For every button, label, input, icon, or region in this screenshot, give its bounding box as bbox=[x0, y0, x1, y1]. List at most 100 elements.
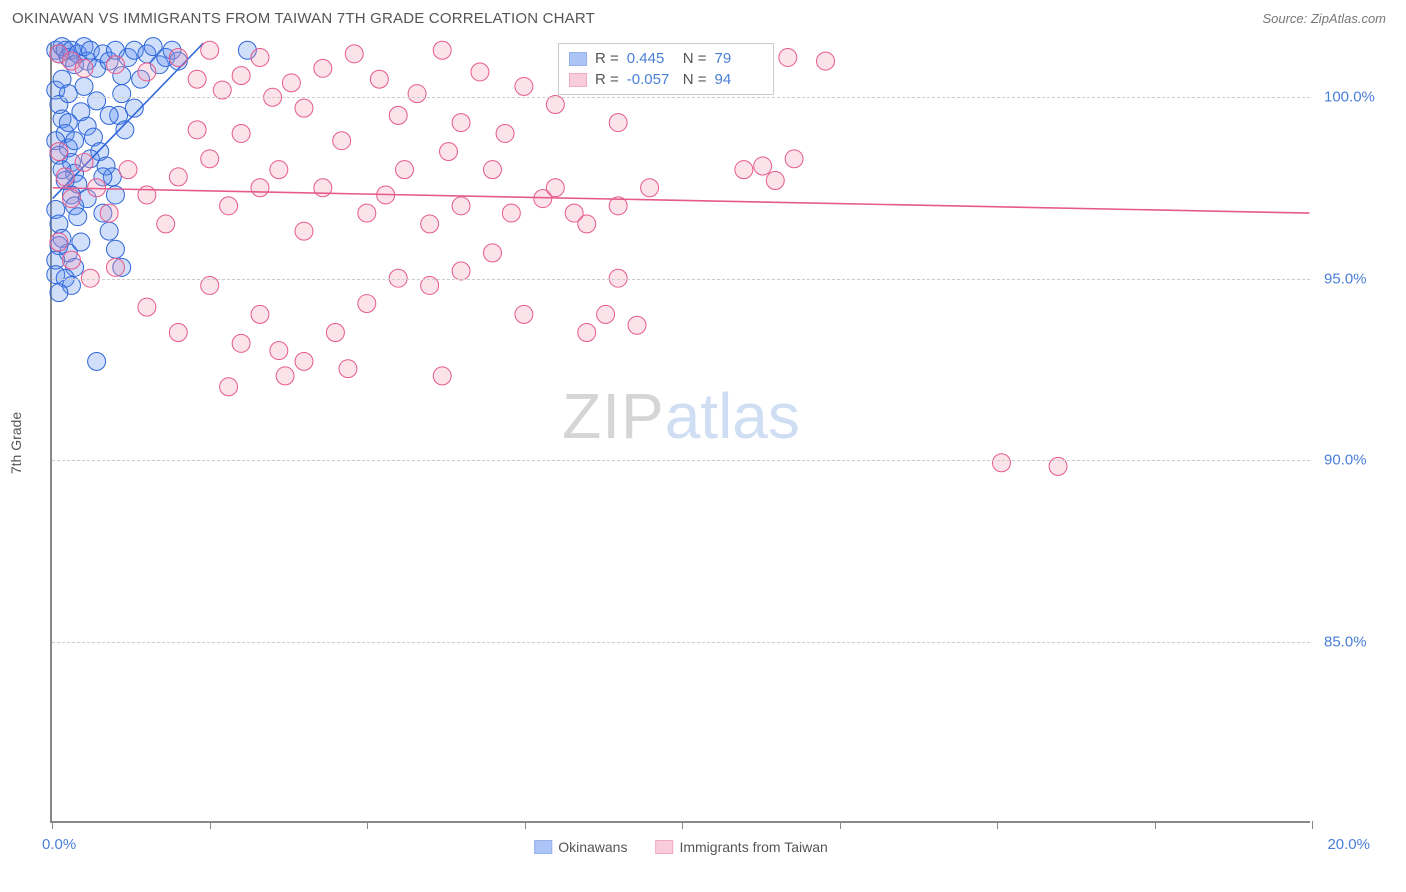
scatter-point bbox=[295, 99, 313, 117]
series-legend-item: Okinawans bbox=[534, 839, 627, 855]
x-axis-min-label: 0.0% bbox=[42, 836, 76, 853]
scatter-point bbox=[201, 150, 219, 168]
scatter-point bbox=[56, 168, 74, 186]
scatter-point bbox=[220, 197, 238, 215]
x-tick bbox=[367, 821, 368, 829]
scatter-point bbox=[295, 352, 313, 370]
y-axis-title: 7th Grade bbox=[8, 412, 24, 474]
scatter-point bbox=[471, 63, 489, 81]
scatter-point bbox=[565, 204, 583, 222]
chart-header: OKINAWAN VS IMMIGRANTS FROM TAIWAN 7TH G… bbox=[0, 0, 1406, 33]
y-tick-label: 95.0% bbox=[1324, 270, 1394, 287]
scatter-point bbox=[440, 143, 458, 161]
scatter-point bbox=[100, 204, 118, 222]
scatter-point bbox=[62, 190, 80, 208]
scatter-point bbox=[50, 233, 68, 251]
legend-swatch bbox=[655, 840, 673, 854]
scatter-point bbox=[169, 324, 187, 342]
x-tick bbox=[997, 821, 998, 829]
scatter-point bbox=[106, 240, 124, 258]
scatter-point bbox=[766, 172, 784, 190]
scatter-point bbox=[641, 179, 659, 197]
scatter-point bbox=[232, 334, 250, 352]
scatter-point bbox=[50, 284, 68, 302]
x-tick bbox=[210, 821, 211, 829]
gridline bbox=[52, 97, 1310, 98]
scatter-point bbox=[421, 215, 439, 233]
series-legend-label: Okinawans bbox=[558, 839, 627, 855]
scatter-point bbox=[515, 77, 533, 95]
scatter-point bbox=[251, 48, 269, 66]
scatter-point bbox=[100, 222, 118, 240]
trend-line bbox=[53, 188, 1310, 213]
scatter-point bbox=[88, 92, 106, 110]
scatter-point bbox=[220, 378, 238, 396]
scatter-point bbox=[138, 63, 156, 81]
legend-swatch bbox=[569, 73, 587, 87]
scatter-point bbox=[138, 298, 156, 316]
scatter-svg bbox=[52, 43, 1310, 821]
scatter-point bbox=[270, 161, 288, 179]
scatter-point bbox=[188, 121, 206, 139]
scatter-point bbox=[484, 244, 502, 262]
scatter-point bbox=[314, 59, 332, 77]
gridline bbox=[52, 279, 1310, 280]
legend-r-label: R = bbox=[595, 50, 619, 67]
scatter-point bbox=[169, 168, 187, 186]
x-tick bbox=[840, 821, 841, 829]
y-tick-label: 85.0% bbox=[1324, 633, 1394, 650]
scatter-point bbox=[358, 204, 376, 222]
x-tick bbox=[1155, 821, 1156, 829]
legend-swatch bbox=[569, 52, 587, 66]
scatter-point bbox=[389, 106, 407, 124]
scatter-point bbox=[232, 124, 250, 142]
plot-area: ZIPatlas R =0.445N =79R =-0.057N =94 0.0… bbox=[50, 43, 1310, 823]
scatter-point bbox=[345, 45, 363, 63]
legend-n-label: N = bbox=[683, 50, 707, 67]
scatter-point bbox=[113, 85, 131, 103]
scatter-point bbox=[408, 85, 426, 103]
y-tick-label: 90.0% bbox=[1324, 452, 1394, 469]
scatter-point bbox=[282, 74, 300, 92]
scatter-point bbox=[339, 360, 357, 378]
scatter-point bbox=[72, 233, 90, 251]
scatter-point bbox=[106, 258, 124, 276]
legend-n-value: 79 bbox=[715, 50, 763, 67]
scatter-point bbox=[69, 208, 87, 226]
scatter-point bbox=[433, 367, 451, 385]
scatter-point bbox=[735, 161, 753, 179]
scatter-point bbox=[295, 222, 313, 240]
legend-r-label: R = bbox=[595, 71, 619, 88]
scatter-point bbox=[785, 150, 803, 168]
legend-r-value: -0.057 bbox=[627, 71, 675, 88]
series-legend-label: Immigrants from Taiwan bbox=[679, 839, 827, 855]
x-tick bbox=[682, 821, 683, 829]
scatter-point bbox=[62, 251, 80, 269]
legend-n-value: 94 bbox=[715, 71, 763, 88]
y-tick-label: 100.0% bbox=[1324, 89, 1394, 106]
scatter-point bbox=[66, 132, 84, 150]
scatter-point bbox=[779, 48, 797, 66]
scatter-point bbox=[358, 295, 376, 313]
scatter-point bbox=[59, 114, 77, 132]
scatter-point bbox=[452, 114, 470, 132]
source-attribution: Source: ZipAtlas.com bbox=[1262, 11, 1386, 26]
chart-container: 7th Grade ZIPatlas R =0.445N =79R =-0.05… bbox=[0, 33, 1406, 853]
scatter-point bbox=[452, 197, 470, 215]
scatter-point bbox=[496, 124, 514, 142]
scatter-point bbox=[276, 367, 294, 385]
scatter-point bbox=[157, 215, 175, 233]
scatter-point bbox=[138, 186, 156, 204]
scatter-point bbox=[270, 342, 288, 360]
scatter-point bbox=[546, 179, 564, 197]
scatter-point bbox=[370, 70, 388, 88]
correlation-legend: R =0.445N =79R =-0.057N =94 bbox=[558, 43, 774, 95]
scatter-point bbox=[502, 204, 520, 222]
legend-row: R =0.445N =79 bbox=[569, 48, 763, 69]
scatter-point bbox=[578, 324, 596, 342]
x-tick bbox=[1312, 821, 1313, 829]
scatter-point bbox=[106, 56, 124, 74]
scatter-point bbox=[628, 316, 646, 334]
scatter-point bbox=[119, 161, 137, 179]
chart-title: OKINAWAN VS IMMIGRANTS FROM TAIWAN 7TH G… bbox=[12, 10, 595, 27]
